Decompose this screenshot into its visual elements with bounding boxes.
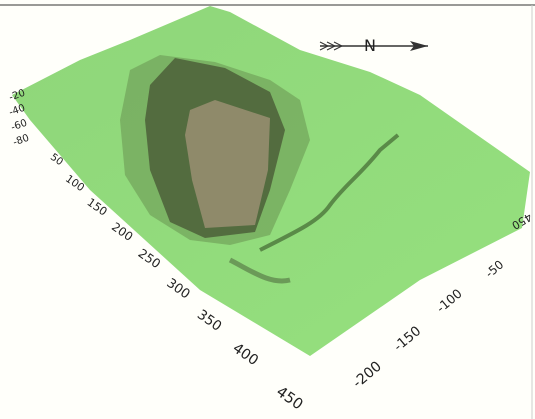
compass-head — [410, 41, 428, 51]
compass-tail — [319, 41, 344, 51]
depth-tick-label: -60 — [10, 118, 29, 134]
ramp — [228, 257, 291, 284]
compass-label: N — [364, 36, 376, 55]
depth-tick-label: -20 — [8, 88, 27, 104]
haul-road — [259, 133, 400, 252]
depth-tick-label: -80 — [12, 133, 31, 149]
pit-floor — [185, 100, 270, 228]
depth-tick-label: -40 — [8, 103, 27, 119]
